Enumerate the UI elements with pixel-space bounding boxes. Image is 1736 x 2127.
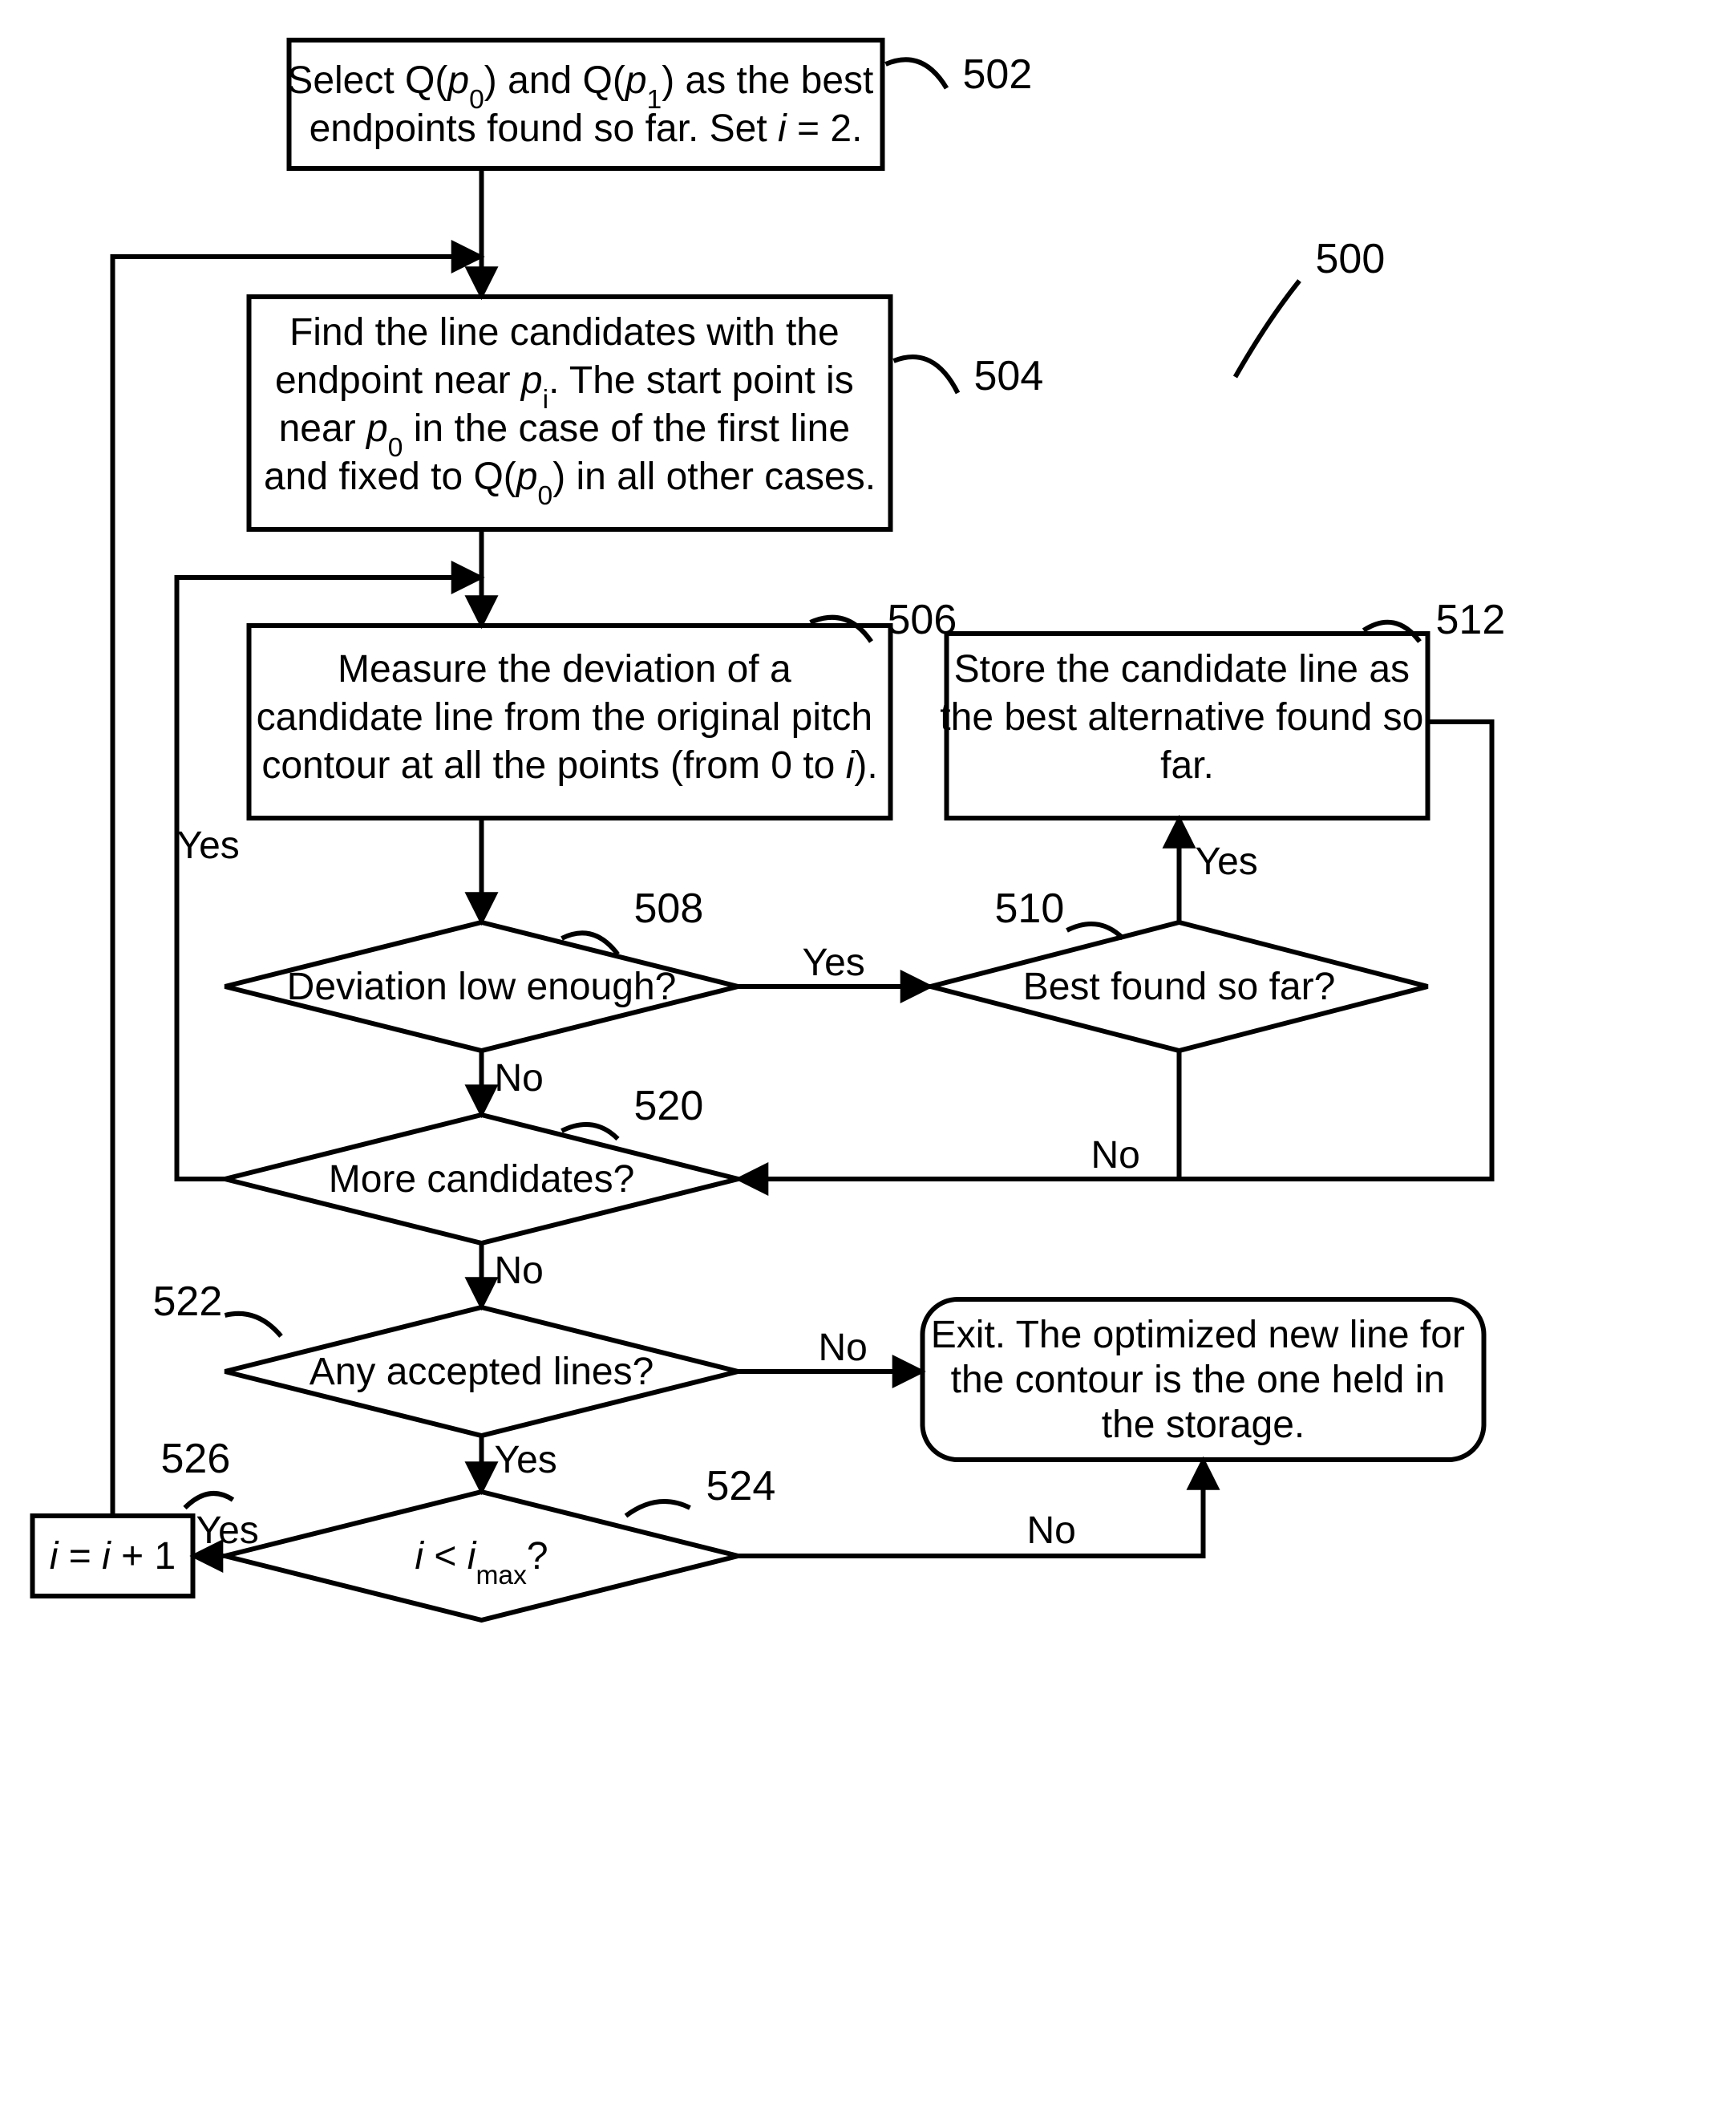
label-520-yes: Yes	[177, 824, 240, 867]
svg-text:Measure the deviation of a: Measure the deviation of a candidate lin…	[257, 648, 884, 787]
edge-524-exit-no	[739, 1460, 1204, 1556]
figure-label-500: 500	[1236, 236, 1386, 377]
node-510: Best found so far?	[931, 922, 1428, 1051]
callout-526	[185, 1493, 233, 1508]
callout-524	[626, 1501, 690, 1516]
svg-text:500: 500	[1316, 236, 1386, 282]
svg-text:i = i + 1: i = i + 1	[50, 1535, 176, 1578]
num-520: 520	[634, 1083, 704, 1129]
svg-text:Deviation low enough?: Deviation low enough?	[287, 966, 677, 1008]
label-524-yes: Yes	[196, 1509, 259, 1552]
callout-504	[894, 357, 958, 393]
svg-text:Best found so far?: Best found so far?	[1023, 966, 1336, 1008]
label-508-no: No	[495, 1057, 544, 1100]
node-508: Deviation low enough?	[225, 922, 739, 1051]
label-520-no: No	[495, 1250, 544, 1292]
node-512: Store the candidate line as the best alt…	[940, 634, 1434, 818]
num-522: 522	[153, 1278, 223, 1325]
num-512: 512	[1436, 597, 1506, 643]
node-504: Find the line candidates with the endpoi…	[249, 297, 891, 529]
label-522-no: No	[819, 1327, 868, 1369]
label-524-no: No	[1027, 1509, 1076, 1552]
label-510-yes: Yes	[1196, 841, 1258, 883]
svg-text:Any accepted lines?: Any accepted lines?	[310, 1351, 654, 1393]
svg-text:More candidates?: More candidates?	[329, 1158, 635, 1201]
num-502: 502	[963, 51, 1033, 98]
num-510: 510	[995, 885, 1065, 932]
node-522: Any accepted lines?	[225, 1307, 739, 1436]
svg-text:Find the line candidates with: Find the line candidates with the endpoi…	[264, 311, 876, 511]
num-524: 524	[706, 1463, 776, 1509]
callout-510	[1067, 924, 1123, 938]
node-524: i < imax?	[225, 1492, 739, 1620]
callout-522	[225, 1314, 281, 1336]
num-508: 508	[634, 885, 704, 932]
callout-502	[886, 59, 947, 88]
label-510-no: No	[1091, 1134, 1140, 1177]
num-526: 526	[161, 1436, 231, 1482]
node-exit: Exit. The optimized new line for the con…	[923, 1299, 1484, 1460]
node-526: i = i + 1	[33, 1516, 193, 1596]
label-522-yes: Yes	[495, 1439, 557, 1481]
node-506: Measure the deviation of a candidate lin…	[249, 626, 891, 818]
node-520: More candidates?	[225, 1115, 739, 1243]
label-508-yes: Yes	[803, 942, 865, 984]
node-502: Select Q(p0) and Q(p1) as the best endpo…	[287, 40, 884, 168]
num-504: 504	[974, 353, 1044, 399]
